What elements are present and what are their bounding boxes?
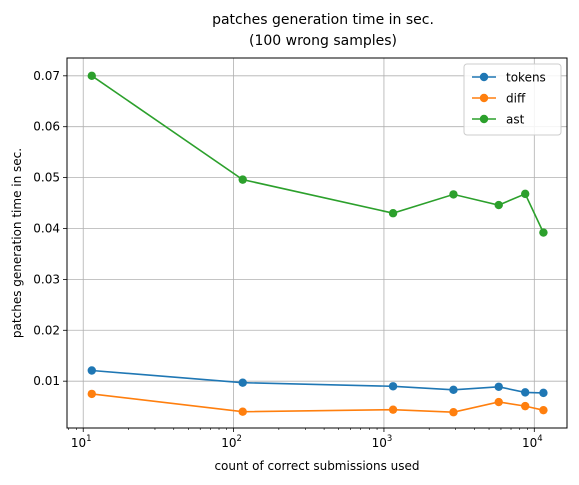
legend-box	[463, 63, 562, 136]
data-point-tokens	[388, 382, 398, 391]
chart-title-line-1: patches generation time in sec.	[212, 12, 434, 28]
x-tick-label-exponent: 1	[86, 434, 91, 444]
data-point-tokens	[449, 385, 458, 395]
y-tick-label: 0.01	[33, 374, 60, 388]
data-point-tokens	[539, 388, 548, 398]
x-tick-label: 101	[71, 434, 92, 450]
x-tick-label-exponent: 2	[237, 434, 242, 444]
y-tick-label: 0.03	[33, 272, 60, 286]
data-point-diff	[521, 401, 530, 411]
x-tick-label: 102	[221, 434, 242, 450]
data-point-diff	[238, 407, 247, 416]
series-line-diff	[91, 393, 544, 414]
data-point-diff	[494, 397, 503, 407]
series-ast	[87, 71, 548, 237]
plot-area-frame	[66, 57, 568, 429]
y-tick-label: 0.05	[33, 171, 60, 185]
data-point-ast	[87, 71, 96, 81]
data-point-ast	[521, 189, 530, 199]
series-layer	[87, 71, 548, 417]
data-point-ast	[539, 228, 548, 237]
x-tick-label-base: 10	[71, 436, 86, 450]
series-diff	[87, 389, 548, 417]
legend-swatch-marker	[479, 72, 489, 82]
data-point-diff	[388, 405, 398, 414]
legend-label: ast	[506, 113, 525, 127]
data-point-tokens	[521, 388, 530, 397]
data-point-ast	[388, 209, 398, 218]
x-tick-label: 104	[522, 434, 543, 450]
data-point-diff	[87, 389, 96, 399]
data-point-ast	[494, 200, 503, 210]
x-tick-label-exponent: 4	[537, 434, 542, 444]
series-line-tokens	[91, 369, 544, 394]
x-tick-label-exponent: 3	[387, 434, 392, 444]
data-point-tokens	[238, 378, 247, 387]
legend-label: diff	[506, 92, 526, 106]
y-tick-label: 0.06	[33, 120, 60, 134]
data-point-tokens	[494, 382, 503, 391]
x-axis-label: count of correct submissions used	[214, 459, 419, 473]
legend-label: tokens	[506, 71, 546, 85]
x-tick-label-base: 10	[522, 436, 537, 450]
chart-title-line-2: (100 wrong samples)	[249, 33, 397, 49]
data-point-diff	[539, 405, 548, 415]
data-point-tokens	[87, 366, 96, 375]
x-tick-label-base: 10	[372, 436, 387, 450]
x-tick-label-base: 10	[221, 436, 236, 450]
y-tick-label: 0.02	[33, 323, 60, 337]
data-point-ast	[449, 190, 458, 199]
legend: tokens diff ast	[463, 63, 562, 136]
y-axis-label: patches generation time in sec.	[10, 148, 24, 338]
legend-swatch-marker	[479, 93, 489, 103]
y-tick-label: 0.07	[33, 69, 60, 83]
data-point-diff	[449, 408, 458, 417]
x-tick-label: 103	[372, 434, 393, 450]
y-tick-label: 0.04	[33, 221, 60, 235]
data-point-ast	[238, 175, 247, 184]
series-tokens	[87, 366, 548, 398]
legend-swatch-marker	[479, 114, 489, 124]
